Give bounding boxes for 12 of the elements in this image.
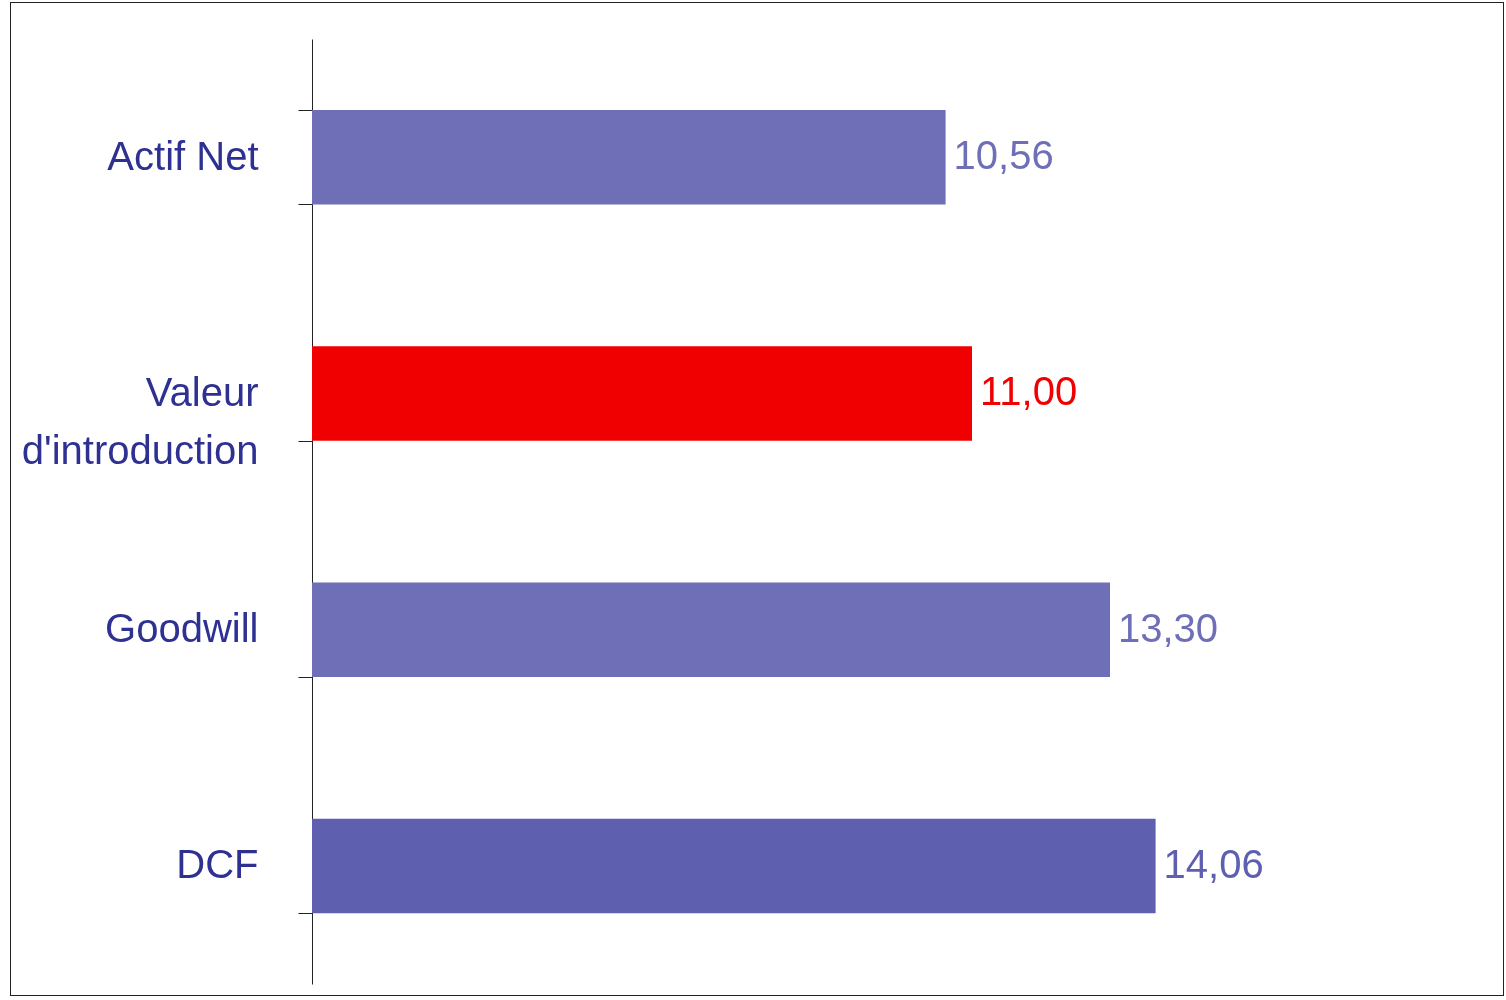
bar: [312, 109, 946, 205]
data-label: 10,56: [953, 133, 1054, 178]
data-label: 13,30: [1118, 605, 1219, 650]
bar: [312, 818, 1156, 914]
bar: [312, 346, 972, 441]
data-label: 11,00: [980, 369, 1078, 414]
data-label: 14,06: [1163, 841, 1264, 886]
y-tick-label: Goodwill: [105, 606, 259, 651]
y-tick-label: Valeur d'introduction: [21, 369, 259, 472]
bar: [312, 582, 1110, 677]
y-tick-label: Actif Net: [107, 133, 259, 178]
y-tick-label: DCF: [176, 842, 259, 887]
